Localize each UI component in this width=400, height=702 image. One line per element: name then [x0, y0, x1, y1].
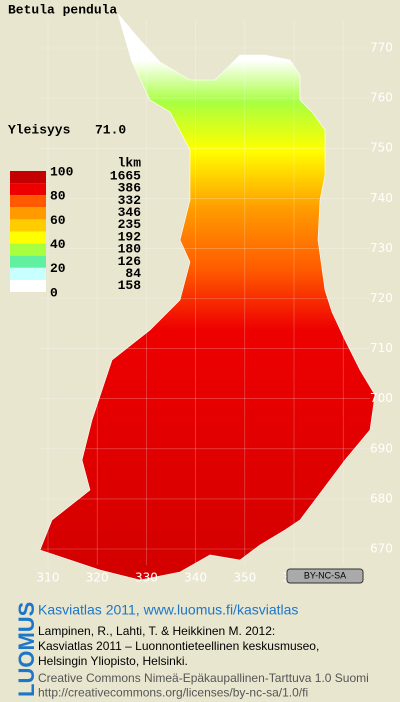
legend-scale-label: 40 — [50, 237, 66, 252]
y-label: 720 — [370, 291, 393, 305]
y-label: 680 — [370, 491, 393, 505]
legend-count: 158 — [118, 278, 142, 293]
legend-count: 332 — [118, 193, 142, 208]
count-header: lkm — [118, 155, 142, 170]
legend-scale-label: 100 — [50, 164, 74, 179]
legend-scale-label: 60 — [50, 213, 66, 228]
legend-count: 1665 — [110, 168, 141, 183]
legend-swatch — [10, 207, 46, 220]
logo: LUOMUS — [14, 602, 39, 697]
y-label: 690 — [370, 441, 393, 455]
map-finland — [39, 13, 376, 581]
legend-swatch — [10, 195, 46, 208]
legend-count: 180 — [118, 242, 142, 257]
frequency-label: Yleisyys — [8, 122, 71, 137]
frequency-value: 71.0 — [95, 122, 126, 137]
license-line: Creative Commons Nimeä-Epäkaupallinen-Ta… — [38, 671, 369, 685]
y-label: 760 — [370, 91, 393, 105]
legend-swatch — [10, 267, 46, 280]
license-badge — [286, 568, 364, 584]
y-label: 710 — [370, 341, 393, 355]
y-label: 750 — [370, 141, 393, 155]
legend-swatch — [10, 255, 46, 268]
y-label: 740 — [370, 191, 393, 205]
x-label: 340 — [184, 571, 207, 585]
y-label: 700 — [370, 391, 393, 405]
legend-swatch — [10, 183, 46, 196]
footer-heading: Kasviatlas 2011, www.luomus.fi/kasviatla… — [38, 602, 298, 618]
legend-count: 84 — [125, 266, 141, 281]
legend-count: 346 — [118, 205, 142, 220]
citation-line: Kasviatlas 2011 – Luonnontieteellinen ke… — [38, 639, 319, 653]
y-label: 770 — [370, 41, 393, 55]
legend-count: 192 — [118, 229, 142, 244]
legend-scale-label: 0 — [50, 285, 58, 300]
x-label: 310 — [37, 571, 60, 585]
legend-count: 235 — [118, 217, 142, 232]
legend-swatch — [10, 219, 46, 232]
x-label: 330 — [135, 571, 158, 585]
legend-count: 386 — [118, 181, 142, 196]
x-label: 350 — [233, 571, 256, 585]
legend-scale-label: 80 — [50, 189, 66, 204]
x-label: 320 — [86, 571, 109, 585]
license-line: http://creativecommons.org/licenses/by-n… — [38, 686, 308, 700]
legend-swatch — [10, 243, 46, 256]
citation-line: Lampinen, R., Lahti, T. & Heikkinen M. 2… — [38, 624, 275, 638]
legend-count: 126 — [118, 254, 142, 269]
legend-scale-label: 20 — [50, 261, 66, 276]
legend-swatch — [10, 231, 46, 244]
license-badge-text: BY-NC-SA — [304, 570, 346, 580]
y-label: 670 — [370, 542, 393, 556]
y-label: 730 — [370, 241, 393, 255]
legend-swatch — [10, 279, 46, 292]
citation-line: Helsingin Yliopisto, Helsinki. — [38, 654, 188, 668]
species-title: Betula pendula — [8, 2, 117, 17]
legend-swatch — [10, 171, 46, 184]
